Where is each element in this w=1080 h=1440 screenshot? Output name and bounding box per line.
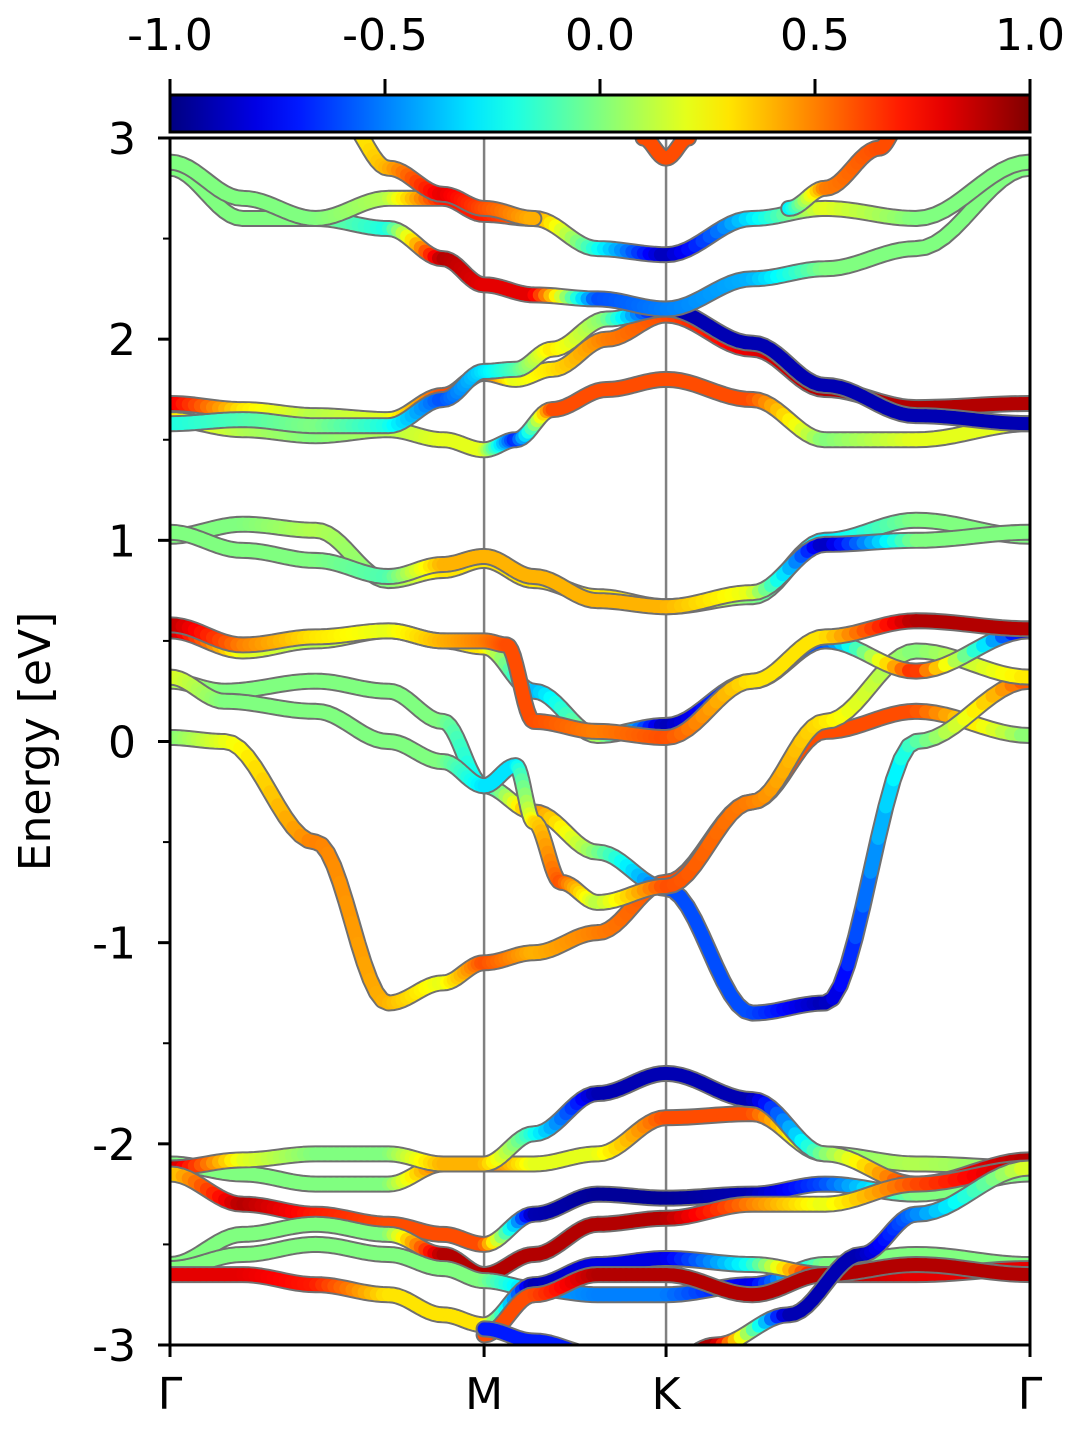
y-axis-label: Energy [eV] [10,612,61,872]
x-tick-label: K [652,1369,682,1420]
y-tick-label: -2 [92,1120,136,1171]
y-tick-label: 3 [108,114,136,165]
colorbar-bar [168,93,1032,134]
band-4 [170,612,1030,746]
band-21 [352,138,543,227]
x-tick-label: M [465,1369,503,1420]
band-segment [1014,1161,1030,1176]
y-tick-label: -3 [92,1321,136,1372]
band-9 [170,300,1030,435]
x-tick-label: Γ [158,1369,183,1420]
band-6 [170,523,1030,616]
y-tick-label: -1 [92,919,136,970]
band-20 [691,1159,1030,1345]
plot-area [170,138,1030,1345]
colorbar: -1.0 -0.5 0.0 0.5 1.0 [127,10,1065,134]
colorbar-tick-label: -0.5 [342,10,428,61]
colorbar-tick-label: 0.5 [780,10,850,61]
colorbar-tick-label: -1.0 [127,10,213,61]
y-tick-label: 1 [108,516,136,567]
colorbar-tick-label: 1.0 [995,10,1065,61]
axes: -3 -2 -1 0 1 2 3 Γ M K Γ Energy [eV] [10,114,1043,1420]
band-2 [170,642,1030,911]
band-18 [475,1256,1030,1344]
y-tick-label: 0 [108,718,136,769]
band-segment [1014,155,1030,170]
colorbar-tick-label: 0.0 [565,10,635,61]
x-tick-label: Γ [1018,1369,1043,1420]
y-tick-label: 2 [108,315,136,366]
